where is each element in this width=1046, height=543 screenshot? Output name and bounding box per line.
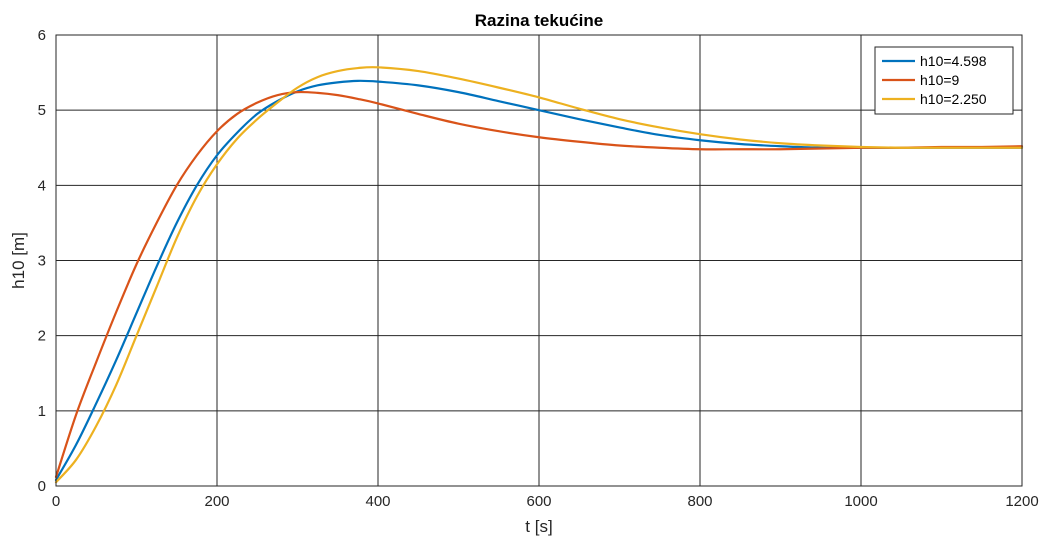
series-line (54, 90, 1024, 479)
x-tick-label: 1200 (1005, 493, 1038, 510)
x-tick-label: 200 (204, 493, 229, 510)
plot-frame (55, 34, 1023, 487)
y-tick-label: 2 (38, 328, 46, 345)
y-axis-label: h10 [m] (9, 232, 28, 289)
y-tick-label: 6 (38, 27, 46, 44)
x-axis-label: t [s] (525, 517, 552, 536)
legend-label: h10=2.250 (920, 91, 987, 107)
legend: h10=4.598 h10=9 h10=2.250 (874, 46, 1014, 115)
y-tick-label: 1 (38, 403, 46, 420)
x-tick-label: 400 (365, 493, 390, 510)
chart-title: Razina tekućine (475, 11, 604, 30)
y-tick-label: 3 (38, 253, 46, 270)
legend-label: h10=9 (920, 72, 960, 88)
x-tick-label: 800 (687, 493, 712, 510)
y-tick-label: 4 (38, 177, 46, 194)
y-tick-label: 0 (38, 478, 46, 495)
x-tick-label: 0 (52, 493, 60, 510)
tick-labels: 0 200 400 600 800 1000 1200 0 1 2 3 4 5 6 (38, 27, 1039, 510)
x-tick-label: 1000 (844, 493, 877, 510)
legend-label: h10=4.598 (920, 53, 987, 69)
series-line (54, 66, 1024, 484)
y-tick-label: 5 (38, 102, 46, 119)
plot-series (54, 66, 1024, 484)
series-line (54, 79, 1024, 482)
x-tick-label: 600 (526, 493, 551, 510)
